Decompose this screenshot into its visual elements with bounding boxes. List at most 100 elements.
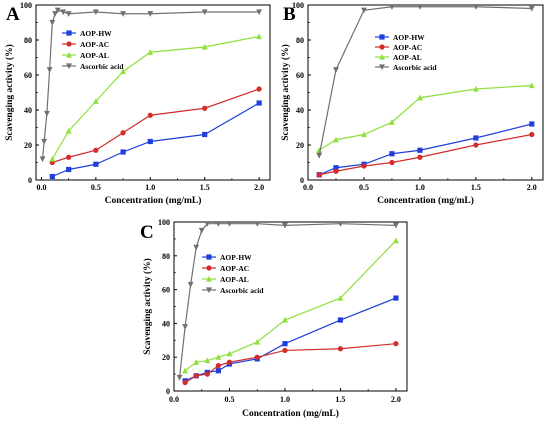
data-point bbox=[92, 9, 99, 16]
x-tick-label: 1.0 bbox=[280, 395, 290, 404]
y-tick-label: 20 bbox=[24, 141, 32, 150]
x-tick-label: 1.5 bbox=[471, 183, 481, 192]
legend-label: Ascorbic acid bbox=[220, 286, 264, 295]
legend-label: AOP-HW bbox=[220, 253, 252, 262]
legend-label: AOP-HW bbox=[393, 33, 425, 42]
x-tick-label: 1.5 bbox=[200, 183, 210, 192]
y-tick-label: 40 bbox=[24, 106, 32, 115]
legend-label: AOP-HW bbox=[80, 29, 112, 38]
data-point bbox=[193, 373, 199, 379]
series-line bbox=[184, 343, 396, 384]
data-point bbox=[417, 4, 423, 10]
data-point bbox=[204, 221, 211, 227]
plot-frame bbox=[173, 221, 408, 392]
data-point bbox=[254, 338, 261, 345]
data-point bbox=[202, 105, 208, 111]
legend: AOP-HW AOP-AC AOP-AL Ascorbic acid bbox=[202, 253, 264, 295]
y-tick-label: 0 bbox=[28, 176, 32, 185]
data-point bbox=[337, 317, 344, 323]
series-line bbox=[319, 133, 532, 176]
data-point bbox=[361, 131, 367, 138]
legend-marker bbox=[379, 34, 385, 40]
y-tick-label: 60 bbox=[296, 71, 304, 80]
plot-frame bbox=[307, 4, 544, 181]
data-point bbox=[49, 155, 56, 162]
data-point bbox=[333, 165, 339, 171]
series-aop-ac bbox=[182, 341, 399, 386]
y-tick-label: 60 bbox=[162, 286, 170, 295]
data-point bbox=[473, 142, 479, 148]
y-tick-label: 20 bbox=[296, 141, 304, 150]
data-point bbox=[193, 244, 200, 251]
data-point bbox=[226, 359, 233, 365]
data-point bbox=[215, 363, 221, 369]
series-aop-hw bbox=[49, 100, 262, 180]
legend-marker bbox=[379, 64, 385, 71]
legend-marker bbox=[379, 53, 385, 60]
data-point bbox=[472, 4, 479, 10]
data-point bbox=[282, 222, 288, 229]
data-point bbox=[93, 161, 99, 167]
legend-label: AOP-AC bbox=[220, 264, 249, 273]
y-tick-label: 0 bbox=[300, 176, 304, 185]
data-point bbox=[147, 112, 153, 118]
data-point bbox=[66, 154, 72, 160]
y-tick-label: 80 bbox=[162, 252, 170, 261]
data-point bbox=[337, 346, 344, 352]
data-point bbox=[473, 135, 479, 141]
y-tick-label: 80 bbox=[24, 36, 32, 45]
legend-marker bbox=[66, 30, 72, 36]
data-point bbox=[193, 359, 200, 365]
y-axis-title: Scavenging activity (%) bbox=[142, 258, 153, 355]
data-point bbox=[120, 68, 126, 75]
x-axis-title: Concentration (mg/mL) bbox=[242, 408, 339, 419]
data-point bbox=[120, 149, 126, 155]
panel-letter: A bbox=[6, 4, 20, 25]
data-point bbox=[472, 85, 479, 92]
data-point bbox=[389, 4, 395, 10]
legend-marker bbox=[206, 254, 212, 260]
data-point bbox=[256, 33, 263, 40]
chart-panel-c: 0.0 0.5 1.0 1.5 2.0 0 20 40 60 80 100 Concentration… bbox=[140, 218, 408, 419]
series-ascorbic-acid bbox=[39, 7, 263, 163]
x-tick-label: 0.0 bbox=[169, 395, 179, 404]
series-aop-ac bbox=[316, 131, 535, 178]
data-point bbox=[528, 5, 535, 12]
panel-letter: C bbox=[140, 222, 154, 243]
data-point bbox=[316, 152, 323, 159]
data-point bbox=[393, 341, 399, 347]
y-tick-label: 80 bbox=[296, 36, 304, 45]
data-point bbox=[417, 147, 423, 153]
series-aop-al bbox=[316, 82, 535, 153]
data-point bbox=[93, 147, 99, 153]
y-axis-title: Scavenging activity (%) bbox=[280, 44, 291, 141]
data-point bbox=[65, 11, 72, 17]
y-tick-label: 100 bbox=[158, 218, 170, 227]
data-point bbox=[389, 151, 395, 157]
data-point bbox=[54, 7, 61, 14]
series-aop-ac bbox=[49, 86, 262, 166]
data-point bbox=[201, 43, 208, 50]
data-point bbox=[417, 94, 423, 101]
data-point bbox=[226, 350, 233, 357]
x-axis-title: Concentration (mg/mL) bbox=[105, 195, 202, 206]
data-point bbox=[389, 119, 395, 125]
series-line bbox=[184, 240, 397, 372]
series-line bbox=[318, 6, 532, 156]
data-point bbox=[201, 9, 208, 16]
y-tick-label: 60 bbox=[24, 71, 32, 80]
data-point bbox=[393, 237, 399, 244]
data-point bbox=[147, 49, 154, 55]
legend-label: Ascorbic acid bbox=[80, 62, 124, 71]
data-point bbox=[282, 316, 288, 323]
data-point bbox=[49, 173, 55, 180]
data-point bbox=[41, 138, 48, 145]
data-point bbox=[256, 86, 262, 92]
y-tick-label: 100 bbox=[292, 1, 304, 10]
data-point bbox=[417, 154, 423, 160]
data-point bbox=[46, 67, 53, 73]
data-point bbox=[204, 357, 211, 364]
data-point bbox=[333, 136, 339, 143]
data-point bbox=[333, 168, 339, 174]
